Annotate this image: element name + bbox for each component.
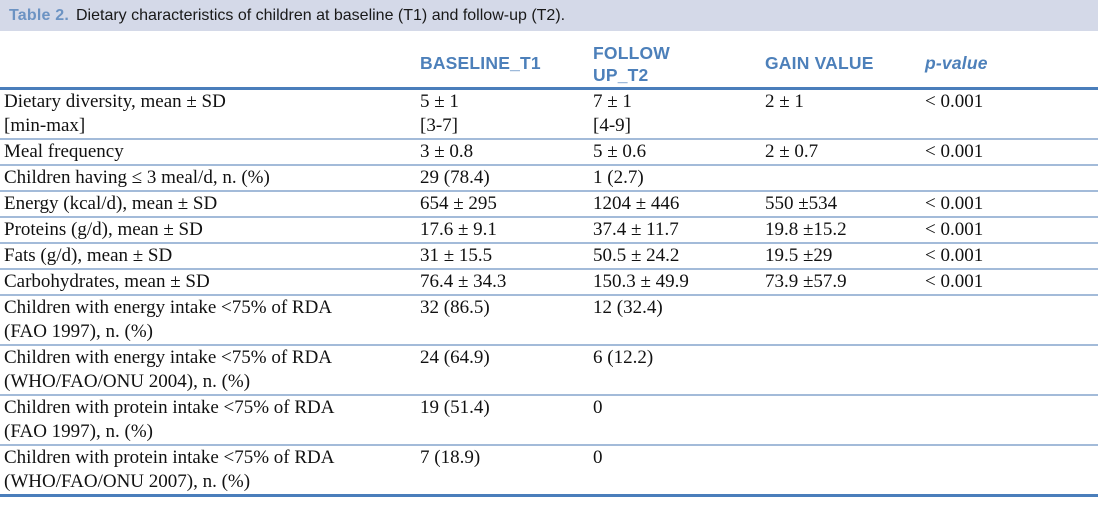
table-row: Carbohydrates, mean ± SD 76.4 ± 34.3 150… (0, 268, 1098, 294)
col-header-followup-t2-label: FOLLOW UP_T2 (593, 42, 671, 85)
table-caption-number: Table 2. (9, 6, 69, 24)
col-header-p-value: p-value (925, 53, 988, 73)
baseline-t1-value: 24 (64.9) (420, 347, 490, 368)
baseline-t1-value: 31 ± 15.5 (420, 245, 493, 266)
gain-value (765, 166, 925, 190)
followup-t2-value: 1 (2.7) (593, 167, 644, 188)
baseline-t1-value: 654 ± 295 (420, 193, 497, 214)
baseline-t1-value: 17.6 ± 9.1 (420, 219, 497, 240)
followup-t2-value: 50.5 ± 24.2 (593, 245, 680, 266)
table-row: Dietary diversity, mean ± SD [min-max] 5… (0, 90, 1098, 138)
table-row: Children with energy intake <75% of RDA … (0, 344, 1098, 394)
gain-value: 2 ± 1 (765, 91, 804, 112)
followup-t2-value: 5 ± 0.6 (593, 141, 647, 162)
followup-t2-value: 6 (12.2) (593, 347, 654, 368)
row-label: Children having ≤ 3 meal/d, n. (%) (4, 167, 270, 188)
gain-value (765, 396, 925, 444)
table-row: Children with energy intake <75% of RDA … (0, 294, 1098, 344)
gain-value (765, 346, 925, 394)
gain-value: 73.9 ±57.9 (765, 271, 847, 292)
followup-t2-value: 0 (593, 397, 603, 418)
p-value: < 0.001 (925, 245, 984, 266)
p-value (925, 166, 1098, 190)
baseline-t1-value: 7 (18.9) (420, 447, 481, 468)
table-row: Proteins (g/d), mean ± SD 17.6 ± 9.1 37.… (0, 216, 1098, 242)
col-header-followup-t2: FOLLOW UP_T2 (593, 42, 765, 86)
row-label: Children with protein intake <75% of RDA… (4, 397, 335, 442)
followup-t2-value: 12 (32.4) (593, 297, 663, 318)
table-row: Fats (g/d), mean ± SD 31 ± 15.5 50.5 ± 2… (0, 242, 1098, 268)
p-value: < 0.001 (925, 219, 984, 240)
dietary-characteristics-table: BASELINE_T1 FOLLOW UP_T2 GAIN VALUE p-va… (0, 40, 1098, 497)
baseline-t1-value: 32 (86.5) (420, 297, 490, 318)
gain-value: 19.5 ±29 (765, 245, 833, 266)
row-label: Children with energy intake <75% of RDA … (4, 347, 333, 392)
p-value (925, 296, 1098, 344)
p-value (925, 396, 1098, 444)
followup-t2-value: 1204 ± 446 (593, 193, 680, 214)
table-row: Children with protein intake <75% of RDA… (0, 394, 1098, 444)
p-value: < 0.001 (925, 271, 984, 292)
table-body: Dietary diversity, mean ± SD [min-max] 5… (0, 90, 1098, 497)
col-header-gain-value: GAIN VALUE (765, 53, 874, 73)
followup-t2-value: 37.4 ± 11.7 (593, 219, 679, 240)
row-label: Meal frequency (4, 141, 124, 162)
followup-t2-value: 0 (593, 447, 603, 468)
baseline-t1-value: 19 (51.4) (420, 397, 490, 418)
row-label: Energy (kcal/d), mean ± SD (4, 193, 218, 214)
row-label: Proteins (g/d), mean ± SD (4, 219, 203, 240)
gain-value (765, 296, 925, 344)
baseline-t1-value: 29 (78.4) (420, 167, 490, 188)
p-value: < 0.001 (925, 91, 984, 112)
baseline-t1-value: 76.4 ± 34.3 (420, 271, 507, 292)
followup-t2-value: 150.3 ± 49.9 (593, 271, 689, 292)
table-caption-text: Dietary characteristics of children at b… (76, 6, 566, 24)
followup-t2-value: 7 ± 1 [4-9] (593, 91, 632, 136)
table-row: Energy (kcal/d), mean ± SD 654 ± 295 120… (0, 190, 1098, 216)
table-caption: Table 2. Dietary characteristics of chil… (0, 0, 1098, 31)
p-value: < 0.001 (925, 141, 984, 162)
gain-value: 19.8 ±15.2 (765, 219, 847, 240)
row-label: Fats (g/d), mean ± SD (4, 245, 173, 266)
table-row: Children having ≤ 3 meal/d, n. (%) 29 (7… (0, 164, 1098, 190)
row-label: Children with energy intake <75% of RDA … (4, 297, 333, 342)
table-row: Children with protein intake <75% of RDA… (0, 444, 1098, 494)
row-label: Carbohydrates, mean ± SD (4, 271, 210, 292)
table-header-row: BASELINE_T1 FOLLOW UP_T2 GAIN VALUE p-va… (0, 40, 1098, 90)
baseline-t1-value: 5 ± 1 [3-7] (420, 91, 459, 136)
col-header-baseline-t1: BASELINE_T1 (420, 53, 541, 73)
gain-value: 2 ± 0.7 (765, 141, 819, 162)
baseline-t1-value: 3 ± 0.8 (420, 141, 474, 162)
p-value (925, 346, 1098, 394)
gain-value (765, 446, 925, 494)
row-label: Dietary diversity, mean ± SD [min-max] (4, 91, 226, 136)
p-value (925, 446, 1098, 494)
p-value: < 0.001 (925, 193, 984, 214)
table-row: Meal frequency 3 ± 0.8 5 ± 0.6 2 ± 0.7 <… (0, 138, 1098, 164)
gain-value: 550 ±534 (765, 193, 838, 214)
row-label: Children with protein intake <75% of RDA… (4, 447, 335, 492)
